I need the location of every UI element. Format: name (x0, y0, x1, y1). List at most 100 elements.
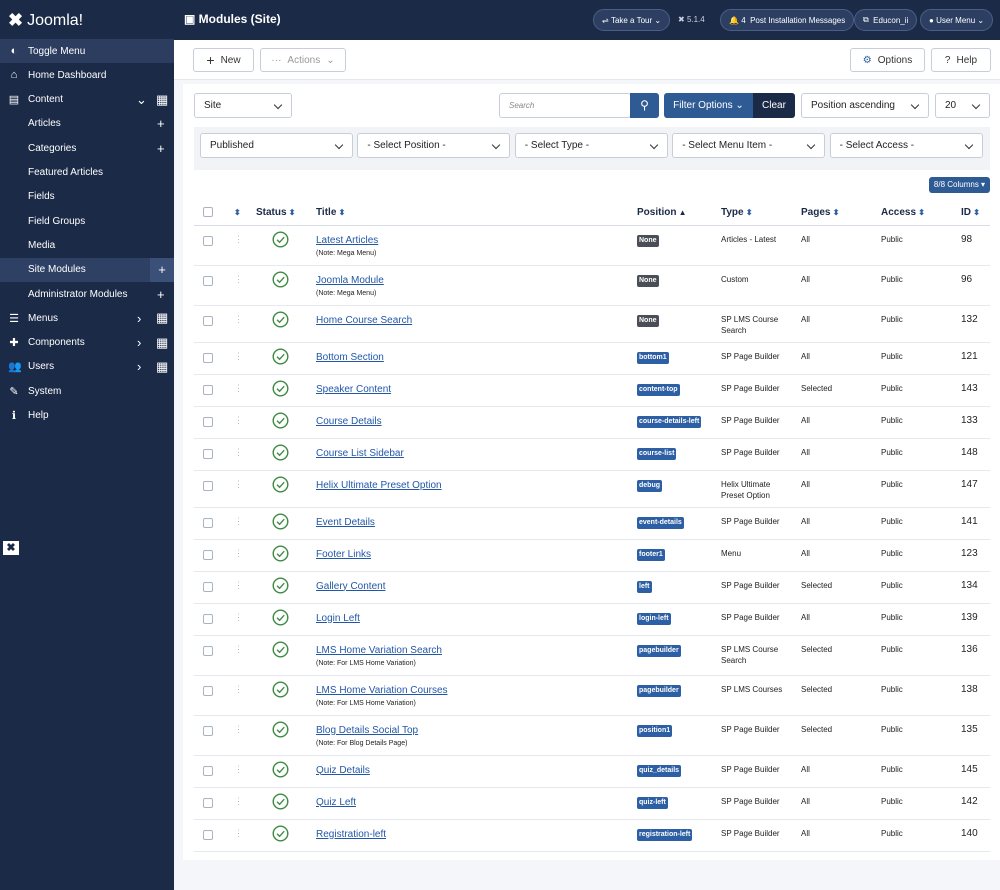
search-button[interactable]: ⚲ (630, 93, 659, 118)
ordering-select[interactable]: Position ascending (801, 93, 929, 118)
published-icon[interactable] (271, 230, 289, 248)
filter-select[interactable]: - Select Position - (357, 133, 511, 158)
menu-item[interactable]: ⌂ Home Dashboard (10, 69, 107, 82)
drag-handle[interactable]: ⋮ (234, 515, 243, 526)
published-icon[interactable] (271, 443, 289, 461)
new-button[interactable]: + New (193, 48, 254, 72)
drag-handle[interactable]: ⋮ (234, 446, 243, 457)
menu-item[interactable]: Featured Articles (0, 161, 174, 185)
checkbox[interactable] (203, 352, 213, 363)
published-icon[interactable] (271, 640, 289, 658)
column-header[interactable]: Access ⬍ (875, 200, 955, 226)
column-header[interactable]: ID ⬍ (955, 200, 990, 226)
module-title[interactable]: Home Course Search (316, 314, 413, 326)
drag-handle[interactable]: ⋮ (234, 643, 243, 654)
checkbox[interactable] (203, 581, 213, 592)
drag-handle[interactable]: ⋮ (234, 683, 243, 694)
checkbox[interactable] (203, 315, 213, 326)
published-icon[interactable] (271, 512, 289, 530)
published-icon[interactable] (271, 760, 289, 778)
site-link[interactable]: ⧉ Educon_ii (854, 9, 918, 31)
filter-options-button[interactable]: Filter Options ⌄ (664, 93, 753, 118)
checkbox[interactable] (203, 448, 213, 459)
user-menu[interactable]: ● User Menu ⌄ (920, 9, 994, 31)
module-title[interactable]: Blog Details Social Top (316, 724, 419, 736)
drag-handle[interactable]: ⋮ (234, 313, 243, 324)
module-title[interactable]: Quiz Left (316, 796, 357, 808)
module-title[interactable]: Latest Articles (316, 234, 379, 246)
menu-item[interactable]: Articles + (28, 116, 165, 132)
column-header[interactable]: Title ⬍ (310, 200, 631, 226)
published-icon[interactable] (271, 379, 289, 397)
drag-handle[interactable]: ⋮ (234, 611, 243, 622)
module-title[interactable]: Login Left (316, 612, 360, 624)
drag-handle[interactable]: ⋮ (234, 579, 243, 590)
filter-select[interactable]: - Select Menu Item - (672, 133, 826, 158)
checkbox[interactable] (203, 765, 213, 776)
checkbox[interactable] (203, 645, 213, 656)
toggle-menu[interactable]: ◐ Toggle Menu (0, 39, 174, 63)
checkbox[interactable] (203, 549, 213, 560)
module-title[interactable]: Gallery Content (316, 580, 386, 592)
options-button[interactable]: ⚙ Options (850, 48, 925, 72)
menu-item[interactable]: ☰ Menus › ▦ (9, 310, 169, 326)
drag-handle[interactable]: ⋮ (234, 795, 243, 806)
module-title[interactable]: Helix Ultimate Preset Option (316, 479, 442, 491)
checkbox[interactable] (203, 829, 213, 840)
menu-item[interactable]: Administrator Modules + (28, 286, 165, 302)
menu-item[interactable]: ▤ Content ⌄ ▦ (8, 91, 169, 107)
checkbox[interactable] (203, 384, 213, 395)
column-header[interactable]: Pages ⬍ (795, 200, 875, 226)
drag-handle[interactable]: ⋮ (234, 763, 243, 774)
published-icon[interactable] (271, 680, 289, 698)
published-icon[interactable] (271, 475, 289, 493)
published-icon[interactable] (271, 824, 289, 842)
checkbox[interactable] (203, 797, 213, 808)
module-title[interactable]: Event Details (316, 516, 375, 528)
drag-handle[interactable]: ⋮ (234, 273, 243, 284)
client-select[interactable]: Site (194, 93, 292, 118)
menu-item[interactable]: 👥 Users › ▦ (8, 358, 169, 375)
column-header[interactable]: Type ⬍ (715, 200, 795, 226)
published-icon[interactable] (271, 576, 289, 594)
drag-handle[interactable]: ⋮ (234, 827, 243, 838)
filter-select[interactable]: - Select Type - (514, 133, 668, 158)
menu-item[interactable]: ✚ Components › ▦ (9, 334, 169, 351)
menu-item[interactable]: ℹ Help (11, 410, 49, 422)
drag-handle[interactable]: ⋮ (234, 547, 243, 558)
menu-item-active[interactable]: Site Modules + (0, 257, 174, 282)
take-tour[interactable]: ⇌ Take a Tour ⌄ (593, 9, 671, 31)
published-icon[interactable] (271, 347, 289, 365)
module-title[interactable]: Registration-left (316, 828, 387, 840)
columns-button[interactable]: 8/8 Columns ▾ (929, 177, 990, 193)
checkbox[interactable] (203, 480, 213, 491)
drag-handle[interactable]: ⋮ (234, 414, 243, 425)
module-title[interactable]: Course List Sidebar (316, 447, 404, 459)
menu-item[interactable]: Fields (0, 185, 174, 209)
drag-handle[interactable]: ⋮ (234, 723, 243, 734)
checkbox[interactable] (203, 613, 213, 624)
drag-handle[interactable]: ⋮ (234, 478, 243, 489)
post-install[interactable]: 🔔 4 Post Installation Messages (720, 9, 855, 31)
menu-item[interactable]: ✎ System (9, 385, 62, 398)
menu-item[interactable]: Field Groups (0, 209, 174, 233)
checkbox[interactable] (203, 685, 213, 696)
actions-button[interactable]: ··· Actions ⌄ (260, 48, 346, 72)
published-icon[interactable] (271, 544, 289, 562)
published-icon[interactable] (271, 792, 289, 810)
checkbox[interactable] (203, 517, 213, 528)
module-title[interactable]: Footer Links (316, 548, 372, 560)
checkbox[interactable] (203, 416, 213, 427)
drag-handle[interactable]: ⋮ (234, 382, 243, 393)
published-icon[interactable] (271, 411, 289, 429)
checkbox[interactable] (203, 206, 213, 217)
sort-icon[interactable]: ⬍ (234, 207, 241, 217)
module-title[interactable]: Quiz Details (316, 764, 370, 776)
menu-item[interactable]: Media (0, 233, 174, 257)
checkbox[interactable] (203, 275, 213, 286)
column-header[interactable]: Status ⬍ (250, 200, 310, 226)
help-button[interactable]: ? Help (931, 48, 991, 72)
clear-button[interactable]: Clear (753, 93, 795, 118)
published-icon[interactable] (271, 608, 289, 626)
module-title[interactable]: Bottom Section (316, 351, 384, 363)
